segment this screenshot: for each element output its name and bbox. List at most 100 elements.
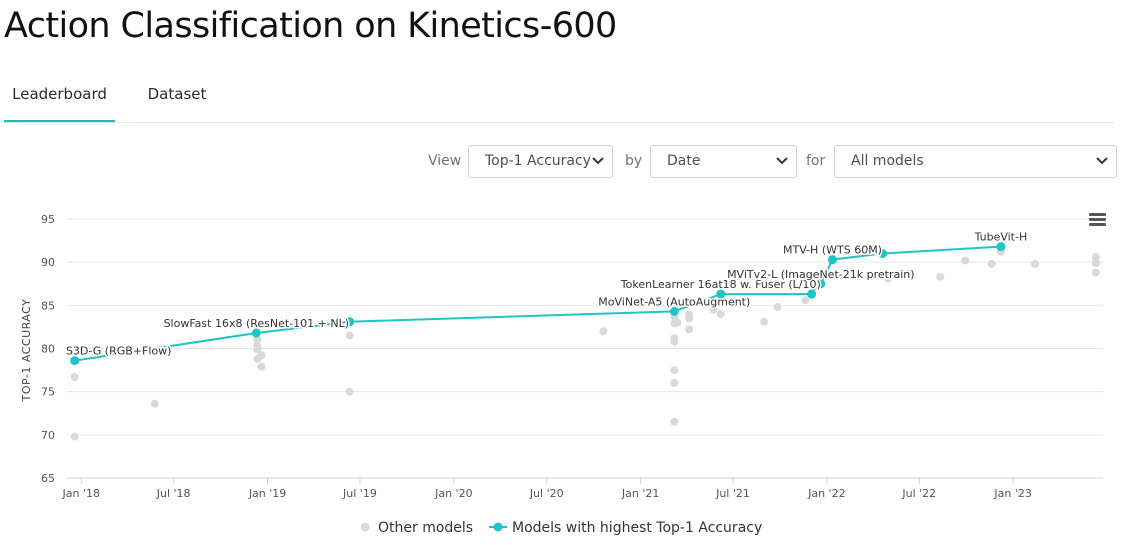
sota-point-label: TubeVit-H [974,231,1028,244]
sota-points [70,242,1006,366]
for-select[interactable]: All models [834,145,1117,178]
legend-sota-label[interactable]: Models with highest Top-1 Accuracy [512,520,762,536]
x-tick-label: Jul '20 [529,487,564,500]
y-tick-label: 90 [41,256,55,269]
sota-point-label: MViTv2-L (ImageNet-21k pretrain) [727,268,914,281]
sota-point-label: MTV-H (WTS 60M) [783,244,882,257]
x-tick-label: Jul '19 [342,487,377,500]
other-model-point[interactable] [685,314,694,323]
other-model-point[interactable] [773,303,782,312]
other-model-point[interactable] [801,296,810,305]
other-model-point[interactable] [70,432,79,441]
other-model-point[interactable] [70,372,79,381]
menu-bar [1089,218,1106,221]
x-tick-label: Jul '21 [715,487,750,500]
other-model-point[interactable] [760,317,769,326]
other-model-point[interactable] [807,284,816,293]
other-model-point[interactable] [884,274,893,283]
chevron-down-icon [592,157,604,165]
other-model-point[interactable] [345,331,354,340]
x-tick-label: Jul '18 [156,487,191,500]
other-models-points [70,247,1100,441]
for-select-value: All models [851,153,924,169]
y-tick-label: 70 [41,429,55,442]
sota-line [74,245,1001,362]
for-label: for [806,153,826,169]
chevron-down-icon [776,157,788,165]
by-label: by [625,153,643,169]
page-title: Action Classification on Kinetics-600 [4,6,617,46]
other-model-point[interactable] [345,387,354,396]
other-model-point[interactable] [1091,268,1100,277]
legend-other-label[interactable]: Other models [378,520,473,536]
view-select-value: Top-1 Accuracy [485,153,591,169]
view-label: View [428,153,462,169]
by-select-value: Date [667,153,701,169]
other-model-point[interactable] [673,318,682,327]
other-model-point[interactable] [1091,259,1100,268]
sota-model-point[interactable] [828,255,838,265]
sota-model-point[interactable] [251,328,261,338]
other-model-point[interactable] [904,270,913,279]
x-tick-label: Jan '19 [248,487,286,500]
other-model-point[interactable] [670,417,679,426]
axes: 65 70 75 80 85 90 95 Jan '18 Jul '18 Jan '19 Jul '… [41,213,1103,500]
other-model-point[interactable] [670,379,679,388]
sota-model-point[interactable] [345,317,355,327]
sota-model-point[interactable] [996,242,1006,252]
other-model-point[interactable] [150,399,159,408]
y-tick-label: 95 [41,213,55,226]
x-tick-label: Jan '22 [807,487,845,500]
menu-bar [1089,223,1106,226]
y-tick-label: 80 [41,343,55,356]
other-model-point[interactable] [987,259,996,268]
sota-model-point[interactable] [878,249,888,259]
legend: Other models Models with highest Top-1 A… [360,520,762,536]
other-model-point[interactable] [1031,259,1040,268]
sota-model-point[interactable] [716,289,726,299]
other-model-point[interactable] [670,337,679,346]
sota-model-point[interactable] [669,306,679,316]
sota-point-label: MoViNet-A5 (AutoAugment) [598,295,750,308]
other-model-point[interactable] [257,351,266,360]
other-model-point[interactable] [961,256,970,265]
other-model-point[interactable] [716,309,725,318]
other-model-point[interactable] [670,366,679,375]
tab-leaderboard[interactable]: Leaderboard [4,70,115,122]
other-model-point[interactable] [253,335,262,344]
tab-dataset[interactable]: Dataset [147,85,207,103]
other-model-point[interactable] [936,272,945,281]
y-axis-title: TOP-1 ACCURACY [20,299,33,403]
sota-point-label: TokenLearner 16at18 w. Fuser (L/10) [620,278,821,291]
sota-model-point[interactable] [70,356,80,366]
menu-bar [1089,213,1106,216]
by-select[interactable]: Date [650,145,797,178]
chevron-down-icon [1096,157,1108,165]
y-tick-label: 85 [41,299,55,312]
legend-sota-marker [493,522,503,532]
other-model-point[interactable] [253,345,262,354]
sota-series-line [74,245,1001,362]
sota-point-label: S3D-G (RGB+Flow) [66,345,171,358]
x-tick-label: Jan '18 [62,487,100,500]
tab-bar: Leaderboard Dataset [4,70,1114,123]
x-tick-label: Jul '22 [901,487,936,500]
x-tick-label: Jan '21 [621,487,659,500]
other-model-point[interactable] [1091,252,1100,261]
view-select[interactable]: Top-1 Accuracy [468,145,613,178]
point-labels: S3D-G (RGB+Flow) SlowFast 16x8 (ResNet-10… [64,229,1028,359]
sota-model-point[interactable] [816,279,826,289]
chart-controls: View Top-1 Accuracy by Date for All mode… [0,145,1136,179]
other-model-point[interactable] [685,325,694,334]
other-model-point[interactable] [599,327,608,336]
legend-other-marker [360,522,370,532]
x-tick-label: Jan '20 [434,487,472,500]
other-model-point[interactable] [709,305,718,314]
sota-model-point[interactable] [807,289,817,299]
chart-menu-icon[interactable] [1089,213,1106,227]
y-tick-label: 65 [41,472,55,485]
other-model-point[interactable] [257,362,266,371]
sota-point-label: SlowFast 16x8 (ResNet-101 + NL) [164,317,349,330]
x-tick-label: Jan '23 [993,487,1031,500]
